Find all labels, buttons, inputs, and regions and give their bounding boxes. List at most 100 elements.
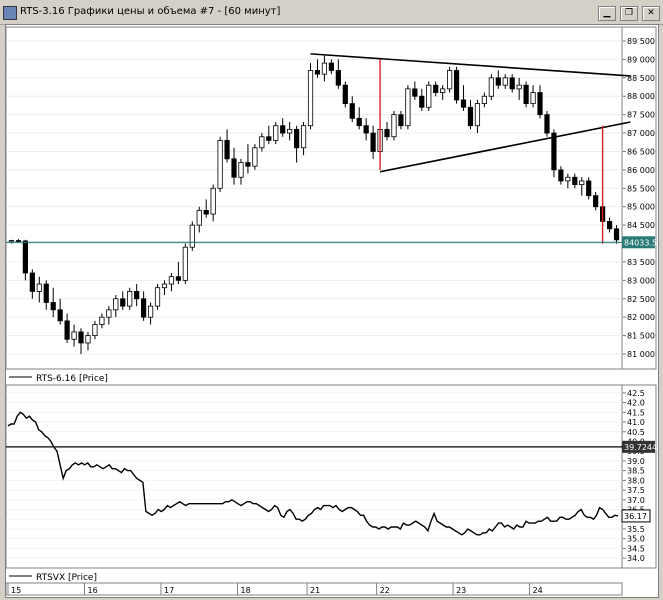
candle-down[interactable] <box>50 302 56 311</box>
candle-down[interactable] <box>467 106 474 127</box>
candle-down[interactable] <box>245 162 251 167</box>
candle-down[interactable] <box>134 290 140 300</box>
candle-down[interactable] <box>419 95 425 108</box>
candle-down[interactable] <box>43 283 49 303</box>
candle-down[interactable] <box>64 320 70 340</box>
candle-down[interactable] <box>495 77 501 86</box>
candle-down[interactable] <box>537 92 543 116</box>
candle-up[interactable] <box>502 77 508 86</box>
volatility-tick-label: 42.0 <box>627 399 645 408</box>
price-tick-label: 86 000 <box>627 166 655 175</box>
candle-down[interactable] <box>523 84 529 104</box>
candle-up[interactable] <box>481 95 487 104</box>
candle-up[interactable] <box>440 88 446 93</box>
candle-up[interactable] <box>300 125 307 149</box>
candle-up[interactable] <box>196 209 202 226</box>
candle-up[interactable] <box>113 298 119 311</box>
price-tick-label: 86 500 <box>627 147 655 156</box>
candle-up[interactable] <box>252 147 258 167</box>
minimize-button[interactable]: ▁ <box>598 6 616 21</box>
candle-down[interactable] <box>453 70 460 101</box>
candle-down[interactable] <box>15 240 22 242</box>
candle-up[interactable] <box>154 287 161 307</box>
candle-up[interactable] <box>287 128 293 134</box>
candle-up[interactable] <box>147 305 154 318</box>
volatility-series-line[interactable] <box>7 411 619 536</box>
candle-up[interactable] <box>516 84 522 90</box>
candle-down[interactable] <box>572 176 578 186</box>
candle-up[interactable] <box>217 140 223 189</box>
candle-down[interactable] <box>551 132 557 171</box>
candle-down[interactable] <box>433 84 439 93</box>
candle-down[interactable] <box>314 70 321 75</box>
candle-down[interactable] <box>120 298 126 307</box>
candle-up[interactable] <box>8 240 15 243</box>
candle-down[interactable] <box>544 114 550 134</box>
candle-down[interactable] <box>606 221 613 230</box>
candle-up[interactable] <box>273 125 279 141</box>
candle-up[interactable] <box>36 283 42 292</box>
candle-down[interactable] <box>509 77 515 90</box>
candle-down[interactable] <box>349 103 355 119</box>
candle-down[interactable] <box>294 128 300 149</box>
candle-down[interactable] <box>363 125 369 134</box>
restore-button[interactable]: ❐ <box>620 6 638 21</box>
candle-down[interactable] <box>586 180 592 197</box>
candle-up[interactable] <box>321 62 328 75</box>
candle-down[interactable] <box>78 331 84 344</box>
candle-up[interactable] <box>474 103 481 127</box>
candle-down[interactable] <box>141 298 147 318</box>
price-legend-label: RTS-6.16 [Price] <box>36 374 108 384</box>
candle-up[interactable] <box>127 290 133 307</box>
volatility-panel[interactable]: 42.542.041.541.040.540.039.539.038.538.0… <box>5 384 657 569</box>
candle-down[interactable] <box>593 195 599 208</box>
candle-down[interactable] <box>613 228 620 241</box>
candle-down[interactable] <box>57 309 63 322</box>
candle-down[interactable] <box>335 70 341 86</box>
candle-down[interactable] <box>384 128 390 138</box>
candle-up[interactable] <box>565 176 571 182</box>
candle-down[interactable] <box>370 132 376 152</box>
candle-down[interactable] <box>22 240 28 274</box>
candle-up[interactable] <box>488 77 494 97</box>
candle-down[interactable] <box>328 62 334 71</box>
candle-down[interactable] <box>280 125 286 134</box>
candle-down[interactable] <box>460 99 467 108</box>
candle-up[interactable] <box>71 331 77 340</box>
candle-up[interactable] <box>99 316 105 325</box>
candle-down[interactable] <box>356 117 362 127</box>
candle-up[interactable] <box>238 162 244 178</box>
candle-up[interactable] <box>182 246 188 281</box>
candle-up[interactable] <box>307 70 314 127</box>
candle-up[interactable] <box>210 187 216 215</box>
candle-down[interactable] <box>175 276 181 281</box>
candle-down[interactable] <box>224 140 230 160</box>
candle-down[interactable] <box>412 88 418 97</box>
candle-up[interactable] <box>530 92 536 104</box>
candle-up[interactable] <box>106 309 112 318</box>
candle-up[interactable] <box>92 324 98 336</box>
candle-up[interactable] <box>189 224 195 248</box>
candle-up[interactable] <box>391 114 397 138</box>
candle-down[interactable] <box>398 114 404 127</box>
candle-up[interactable] <box>579 180 585 186</box>
candle-up[interactable] <box>405 88 411 127</box>
candle-down[interactable] <box>203 209 209 215</box>
candle-up[interactable] <box>426 84 432 108</box>
trendline[interactable] <box>379 121 631 173</box>
trendline[interactable] <box>310 53 631 77</box>
close-button[interactable]: ✕ <box>642 6 660 21</box>
price-panel[interactable]: 89 500 89 000 88 500 88 000 87 500 87 000 86 5… <box>5 26 657 370</box>
candle-down[interactable] <box>29 272 35 292</box>
candle-down[interactable] <box>342 84 348 104</box>
candle-up[interactable] <box>168 276 175 285</box>
price-tick-label: 89 500 <box>627 37 655 46</box>
candle-down[interactable] <box>231 158 237 178</box>
candle-down[interactable] <box>266 136 272 141</box>
candle-down[interactable] <box>558 169 564 182</box>
candle-up[interactable] <box>85 335 91 344</box>
candle-up[interactable] <box>259 136 265 149</box>
candle-up[interactable] <box>447 70 453 90</box>
candle-up[interactable] <box>161 283 168 289</box>
